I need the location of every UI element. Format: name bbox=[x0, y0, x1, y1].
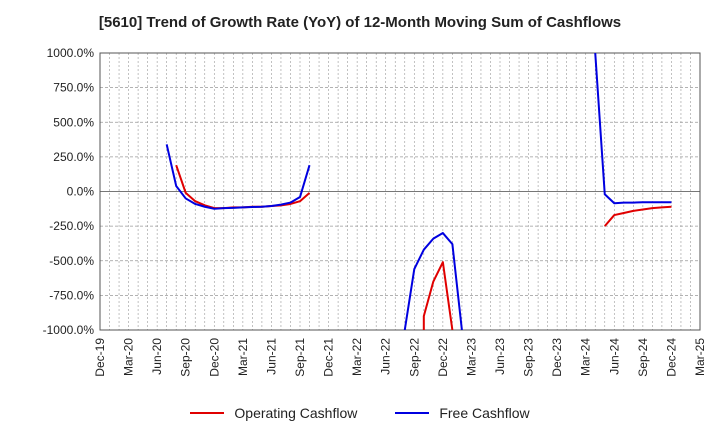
x-tick-label: Sep-20 bbox=[179, 338, 193, 377]
series-line-free-cashflow bbox=[403, 232, 463, 330]
x-tick-label: Dec-19 bbox=[93, 338, 107, 377]
y-tick-label: 500.0% bbox=[53, 115, 94, 129]
y-tick-label: 1000.0% bbox=[47, 46, 95, 60]
legend-swatch-free bbox=[395, 412, 430, 414]
x-tick-label: Jun-22 bbox=[379, 338, 393, 375]
x-tick-label: Mar-22 bbox=[350, 338, 364, 376]
series-line-free-cashflow bbox=[594, 53, 672, 205]
legend-swatch-operating bbox=[190, 412, 225, 414]
x-tick-label: Jun-21 bbox=[264, 338, 278, 375]
x-tick-label: Mar-21 bbox=[236, 338, 250, 376]
x-tick-label: Dec-22 bbox=[436, 338, 450, 377]
legend-item-operating-cashflow: Operating Cashflow bbox=[190, 405, 357, 421]
x-tick-label: Dec-24 bbox=[664, 338, 678, 377]
y-tick-label: -750.0% bbox=[49, 288, 94, 302]
x-tick-label: Sep-21 bbox=[293, 338, 307, 377]
x-tick-label: Dec-20 bbox=[207, 338, 221, 377]
series-line-free-cashflow bbox=[165, 144, 311, 210]
x-tick-label: Sep-23 bbox=[522, 338, 536, 377]
legend-item-free-cashflow: Free Cashflow bbox=[395, 405, 530, 421]
y-tick-label: 750.0% bbox=[53, 81, 94, 95]
legend-label-operating: Operating Cashflow bbox=[234, 405, 358, 421]
x-tick-label: Mar-24 bbox=[579, 338, 593, 376]
x-tick-label: Mar-25 bbox=[693, 338, 707, 376]
y-tick-label: 0.0% bbox=[67, 185, 95, 199]
legend: Operating Cashflow Free Cashflow bbox=[0, 405, 720, 421]
y-tick-label: -1000.0% bbox=[43, 323, 95, 337]
x-tick-label: Jun-20 bbox=[150, 338, 164, 375]
y-tick-label: -250.0% bbox=[49, 219, 94, 233]
x-tick-label: Sep-24 bbox=[636, 338, 650, 377]
series-line-operating-cashflow bbox=[604, 205, 672, 227]
legend-label-free: Free Cashflow bbox=[439, 405, 530, 421]
x-tick-label: Jun-23 bbox=[493, 338, 507, 375]
x-tick-label: Dec-21 bbox=[322, 338, 336, 377]
x-tick-label: Jun-24 bbox=[607, 338, 621, 375]
y-tick-label: 250.0% bbox=[53, 150, 94, 164]
x-tick-label: Sep-22 bbox=[407, 338, 421, 377]
x-tick-label: Dec-23 bbox=[550, 338, 564, 377]
chart-title: [5610] Trend of Growth Rate (YoY) of 12-… bbox=[98, 14, 622, 31]
y-tick-label: -500.0% bbox=[49, 254, 94, 268]
series-line-operating-cashflow bbox=[422, 261, 454, 330]
x-tick-label: Mar-20 bbox=[122, 338, 136, 376]
x-tick-label: Mar-23 bbox=[464, 338, 478, 376]
plot-border bbox=[99, 52, 701, 331]
